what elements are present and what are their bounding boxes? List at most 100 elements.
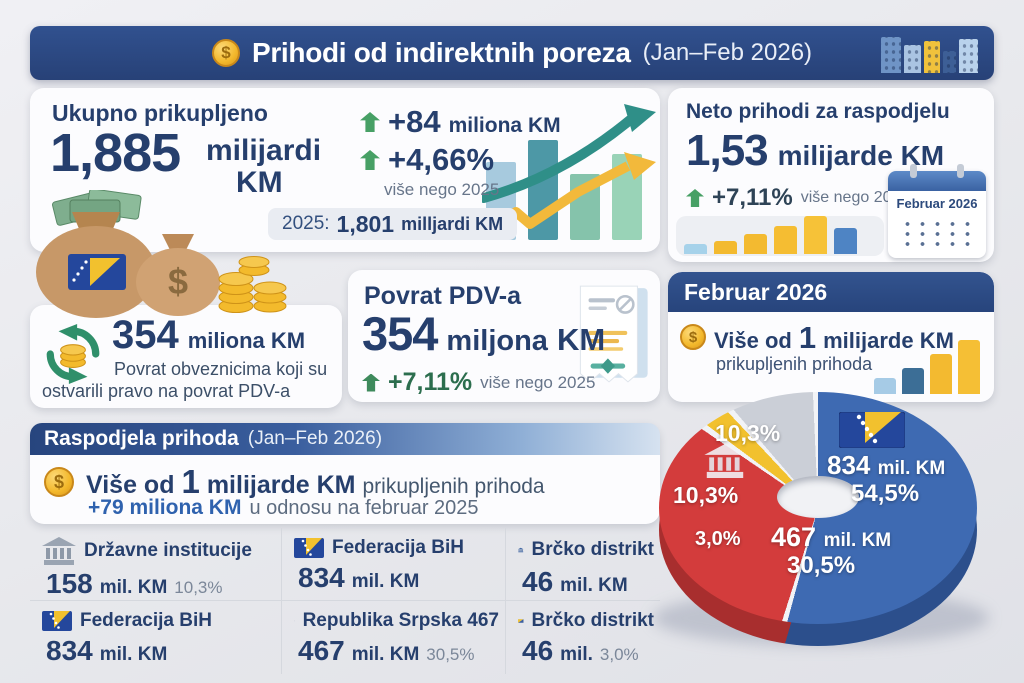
city-buildings-icon [881, 37, 978, 73]
net-value: 1,53 [686, 126, 769, 175]
dist-unit: mil. KM [99, 577, 168, 598]
prev-year-label: 2025: [282, 213, 330, 234]
dist-label: Republika Srpska 467 [302, 610, 499, 631]
february-title: Februar 2026 [684, 278, 828, 305]
card-total-collected: Ukupno prikupljeno 1,885 milijardi KM +8… [30, 88, 660, 318]
refund-value: 354 [112, 313, 179, 357]
total-unit: milijardi [206, 134, 322, 167]
vat-refund-value-row: 354 miljona KM [362, 306, 605, 361]
delta-value: +84 [388, 104, 441, 139]
dist-cell-federation-1: Federacija BiH 834 mil. KM [282, 528, 506, 601]
pie-chart: 10,3% 10,3% 3,0% 834 mil. KM 54,5% 467 m… [653, 392, 1019, 680]
delta-note: u odnosu na februar 2025 [249, 497, 479, 519]
bank-gray-icon [42, 537, 76, 565]
amount-prefix: Više od [86, 471, 175, 499]
refund-value-row: 354 miliona KM [112, 313, 305, 358]
net-value-row: 1,53 milijarde KM [686, 126, 944, 176]
pie-blue-unit: mil. KM [877, 458, 946, 479]
total-delta-absolute: +84 miliona KM [360, 104, 561, 140]
dist-unit: mil. [560, 644, 593, 665]
money-bags-icon: $ [36, 190, 287, 318]
dist-unit: mil. KM [560, 575, 628, 596]
pie-donut-hole [777, 476, 859, 518]
distribution-header: Raspodjela prihoda (Jan–Feb 2026) [30, 423, 660, 455]
amount-value: 1 [798, 320, 817, 355]
dist-cell-brcko-1: Brčko distrikt 46 mil. KM [506, 528, 660, 601]
total-value: 1,885 [50, 123, 181, 183]
flag-bih-icon [42, 611, 72, 631]
dist-percent: 10,3% [174, 578, 223, 597]
flag-rs-icon [294, 620, 295, 622]
amount-prefix: Više od [714, 328, 792, 353]
dist-label: Federacija BiH [332, 537, 464, 558]
dist-value: 158 [46, 568, 93, 599]
pie-label-gray-top: 10,3% [715, 420, 781, 446]
distribution-title: Raspodjela prihoda [44, 427, 239, 450]
february-header: Februar 2026 [668, 272, 994, 312]
coin-stack-icon [218, 256, 287, 313]
pie-label-yellow: 3,0% [695, 528, 741, 550]
february-amount-note: prikupljenih prihoda [716, 354, 873, 374]
card-net-revenue: Neto prihodi za raspodjelu 1,53 milijard… [668, 88, 994, 262]
total-unit-km: KM [236, 166, 283, 199]
delta-note: više nego 2025 [384, 180, 500, 199]
receipt-icon [579, 285, 648, 383]
previous-year-pill: 2025: 1,801 milljardi KM [268, 208, 518, 240]
vat-refund-unit-km: KM [556, 322, 606, 357]
amount-unit: milijarde KM [206, 471, 356, 499]
net-delta-note: više nego 2025 [800, 189, 910, 206]
dist-cell-federation-2: Federacija BiH 834 mil. KM [30, 601, 282, 674]
net-delta-percent: +7,11% [712, 184, 793, 211]
pie-label-red-value: 467 mil. KM [771, 522, 891, 553]
dist-percent: 30,5% [426, 645, 475, 664]
card-february: Februar 2026 $ Više od 1 milijarde KM pr… [668, 272, 994, 402]
up-arrow-icon [360, 150, 380, 170]
february-mini-bar-chart [874, 338, 980, 394]
refund-unit: miliona KM [187, 328, 306, 353]
flag-bih-icon [294, 538, 324, 558]
refund-cycle-icon [46, 324, 100, 384]
vat-refund-value: 354 [362, 307, 438, 360]
card-vat-refund: Povrat PDV-a 354 miljona KM +7,11% više … [348, 270, 660, 402]
delta-percent: +4,66% [388, 142, 495, 177]
total-delta-percent: +4,66% [360, 142, 494, 178]
dist-cell-state-institutions: Državne institucije 158 mil. KM 10,3% [30, 528, 282, 601]
dist-percent: 3,0% [599, 645, 639, 664]
dist-value: 46 [522, 635, 554, 666]
card-vat-refund-summary: 354 miliona KM Povrat obveznicima koji s… [30, 305, 342, 408]
banner-distribution: Raspodjela prihoda (Jan–Feb 2026) $ Više… [30, 423, 660, 524]
up-arrow-icon [360, 112, 380, 132]
bank-blue-icon [518, 547, 524, 553]
dist-value: 834 [46, 635, 93, 666]
delta-unit: miliona KM [448, 114, 561, 137]
pie-label-gray-left: 10,3% [673, 482, 739, 508]
dist-unit: mil. KM [351, 571, 420, 592]
vat-refund-unit: miljona [446, 325, 548, 357]
dist-unit: mil. KM [351, 644, 420, 665]
dist-label: Federacija BiH [80, 610, 212, 631]
up-arrow-icon [686, 189, 704, 207]
vat-refund-title: Povrat PDV-a [364, 282, 522, 310]
vat-refund-delta-percent: +7,11% [388, 368, 473, 396]
amount-note: prikupljenih prihoda [362, 475, 545, 498]
pie-label-blue-value: 834 mil. KM [827, 450, 945, 481]
refund-desc-line2: ostvarili pravo na povrat PDV-a [42, 381, 291, 401]
pie-red-unit: mil. KM [823, 530, 892, 551]
net-mini-bar-chart [684, 212, 874, 254]
dist-value: 834 [298, 562, 345, 593]
pie-label-red-percent: 30,5% [787, 552, 856, 579]
dollar-coin-icon: $ [44, 467, 74, 497]
amount-value: 1 [181, 463, 200, 500]
vat-refund-delta-note: više nego 2025 [480, 372, 596, 392]
refund-desc-line1: Povrat obveznicima koji su [114, 359, 328, 379]
dist-cell-republika-srpska: Republika Srpska 467 467 mil. KM 30,5% [282, 601, 506, 674]
amount-suffix: milijarde KM [823, 328, 954, 353]
dist-cell-brcko-2: Brčko distrikt 46 mil. 3,0% [506, 601, 660, 674]
dist-label: Brčko distrikt [531, 539, 654, 560]
page-title: Prihodi od indirektnih poreza [251, 37, 631, 68]
up-arrow-icon [362, 373, 380, 392]
distribution-period: (Jan–Feb 2026) [247, 428, 383, 449]
calendar-icon: Februar 2026 [888, 164, 986, 258]
dist-value: 467 [298, 635, 345, 666]
distribution-grid: Državne institucije 158 mil. KM 10,3% Fe… [30, 528, 660, 674]
